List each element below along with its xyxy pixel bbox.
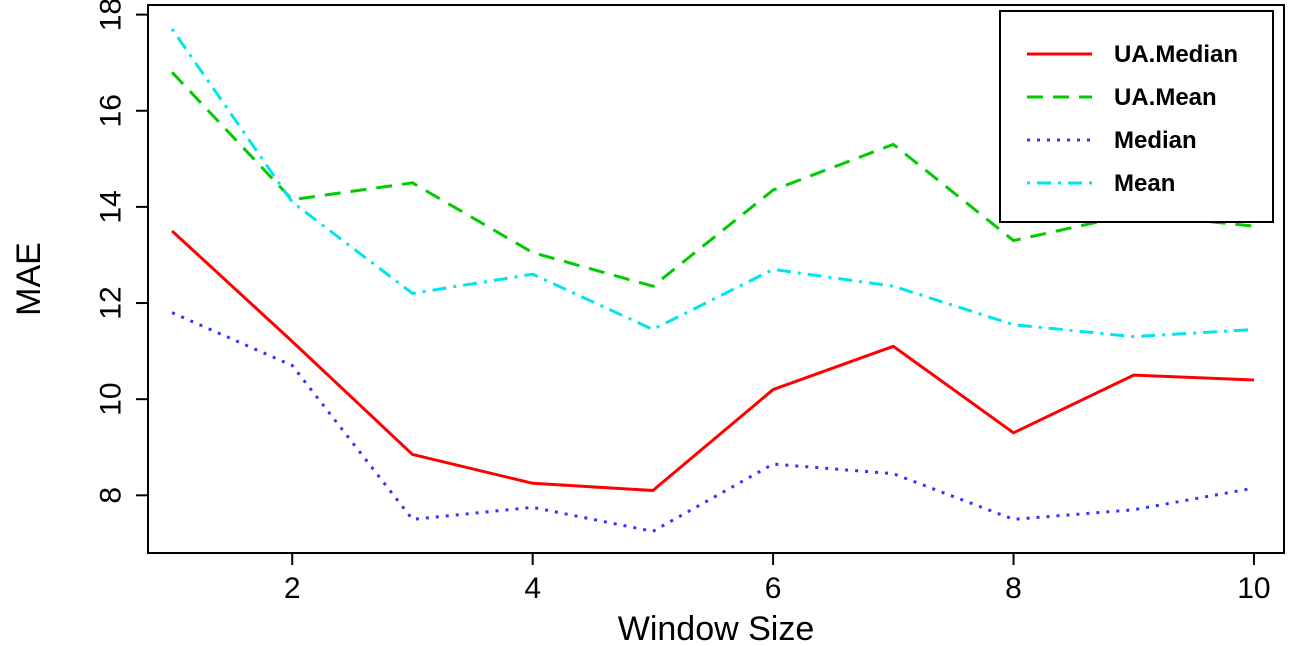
series-lines (170, 28, 1255, 533)
legend-label-median: Median (1114, 127, 1197, 154)
legend-box (999, 10, 1274, 223)
axes: 2 4 6 8 10 8 10 12 14 16 18 (95, 0, 1271, 605)
x-tick-label-4: 4 (524, 572, 541, 605)
plot-frame (147, 4, 1285, 554)
y-tick-label-16: 16 (95, 94, 128, 127)
legend-label-ua-mean: UA.Mean (1114, 84, 1217, 111)
x-tick-label-6: 6 (765, 572, 782, 605)
y-tick-label-10: 10 (95, 382, 128, 415)
y-tick-label-18: 18 (95, 0, 128, 31)
series-line-ua-median (171, 229, 1255, 493)
series-line-median (171, 311, 1255, 533)
y-tick-label-12: 12 (95, 286, 128, 319)
x-axis-label: Window Size (618, 610, 815, 646)
legend: UA.Median UA.Mean Median Mean (999, 10, 1274, 223)
y-axis-label: MAE (10, 242, 48, 316)
x-tick-label-8: 8 (1005, 572, 1022, 605)
y-tick-label-14: 14 (95, 190, 128, 223)
legend-label-mean: Mean (1114, 170, 1175, 197)
legend-label-ua-median: UA.Median (1114, 41, 1238, 68)
x-tick-label-10: 10 (1237, 572, 1270, 605)
series-line-mean (170, 28, 1255, 339)
y-tick-label-8: 8 (95, 487, 128, 504)
x-tick-label-2: 2 (284, 572, 301, 605)
series-line-ua-mean (170, 71, 1255, 288)
